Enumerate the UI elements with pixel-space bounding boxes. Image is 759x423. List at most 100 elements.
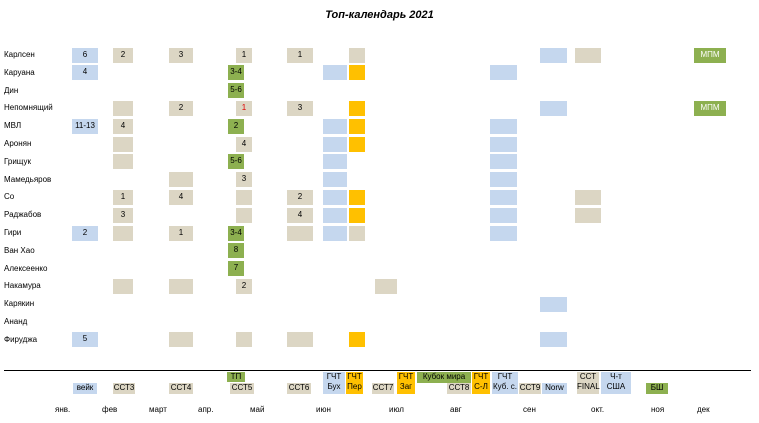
- legend-gchtper: ГЧТ Пер: [346, 372, 363, 394]
- result-cell-tp: 7: [228, 261, 244, 277]
- player-name: Аронян: [4, 139, 32, 148]
- legend-sst4: ССТ4: [169, 383, 193, 394]
- result-cell-gchtper: [349, 100, 365, 116]
- result-cell-gchtkub: [490, 207, 517, 223]
- result-cell-gchtper: [349, 332, 365, 348]
- result-cell-sst3: 2: [113, 47, 133, 63]
- result-cell-norw: [540, 296, 567, 312]
- result-cell-sst4: [169, 278, 193, 294]
- legend-chtusa: Ч-т США: [601, 372, 631, 394]
- result-cell-tp: 3-4: [228, 65, 244, 81]
- result-cell-veik: 5: [72, 332, 98, 348]
- result-cell-gchtper: [349, 65, 365, 81]
- legend-sstfinal: ССТ FINAL: [577, 372, 600, 394]
- result-cell-gchtbuh: [323, 189, 347, 205]
- result-cell-sst6: [287, 225, 313, 241]
- legend-kubok: Кубок мира: [417, 372, 471, 383]
- result-cell-sst3: 3: [113, 207, 133, 223]
- result-cell-sst5: 1: [236, 100, 252, 116]
- legend-sst3: ССТ3: [113, 383, 135, 394]
- legend-gchtsl: ГЧТ С-Л: [472, 372, 490, 394]
- result-cell-veik: 2: [72, 225, 98, 241]
- legend-gchtzag: ГЧТ Заг: [397, 372, 415, 394]
- result-cell-sst5: 1: [236, 47, 252, 63]
- result-cell-gchtbuh: [323, 207, 347, 223]
- player-name: Со: [4, 192, 15, 202]
- result-cell-sst5: 4: [236, 136, 252, 152]
- month-label: июл: [389, 405, 404, 414]
- month-label: май: [250, 405, 265, 414]
- legend-sst9: ССТ9: [519, 383, 541, 394]
- result-cell-sst3: [113, 225, 133, 241]
- month-label: янв.: [55, 405, 71, 414]
- player-name: Гири: [4, 228, 22, 237]
- result-cell-gchtper: [349, 118, 365, 134]
- result-cell-gchtkub: [490, 118, 517, 134]
- month-label: март: [149, 405, 167, 414]
- result-cell-sst5: [236, 332, 252, 348]
- month-label: дек: [697, 405, 710, 414]
- result-cell-gchtper: [349, 47, 365, 63]
- result-cell-sst6: 4: [287, 207, 313, 223]
- legend-sst5: ССТ5: [230, 383, 254, 394]
- result-cell-tp: 5-6: [228, 83, 244, 99]
- player-name: Карлсен: [4, 50, 35, 59]
- result-cell-sst3: [113, 278, 133, 294]
- month-label: ноя: [651, 405, 665, 414]
- player-name: Алексеенко: [4, 263, 48, 273]
- result-cell-gchtbuh: [323, 225, 347, 241]
- month-label: авг: [450, 405, 462, 414]
- legend-bsh: БШ: [646, 383, 668, 394]
- result-cell-sst5: [236, 189, 252, 205]
- result-cell-sst6: 2: [287, 189, 313, 205]
- result-cell-sstfinal: [575, 47, 601, 63]
- result-cell-sst4: 4: [169, 189, 193, 205]
- result-cell-sst4: 1: [169, 225, 193, 241]
- month-label: сен: [523, 405, 536, 414]
- timeline-divider: [4, 370, 751, 371]
- result-cell-tp: 8: [228, 243, 244, 259]
- result-cell-sst6: 3: [287, 100, 313, 116]
- result-cell-tp: 5-6: [228, 154, 244, 170]
- player-name: Мамедьяров: [4, 174, 52, 184]
- month-label: окт.: [591, 405, 605, 414]
- month-label: фев: [102, 405, 118, 414]
- result-cell-sst6: 1: [287, 47, 313, 63]
- chart-title: Топ-календарь 2021: [325, 9, 434, 21]
- result-cell-sst4: [169, 172, 193, 188]
- result-cell-gchtper: [349, 207, 365, 223]
- legend-veik: вейк: [73, 383, 97, 394]
- result-cell-gchtkub: [490, 225, 517, 241]
- player-name: Каруана: [4, 67, 35, 77]
- legend-norw: Norw: [542, 383, 567, 394]
- result-cell-norw: [540, 47, 567, 63]
- result-cell-gchtper: [349, 225, 365, 241]
- result-cell-bsh: МПМ: [694, 100, 726, 116]
- result-cell-gchtkub: [490, 154, 517, 170]
- legend-sst7: ССТ7: [372, 383, 394, 394]
- result-cell-gchtbuh: [323, 136, 347, 152]
- result-cell-gchtbuh: [323, 65, 347, 81]
- player-name: Непомнящий: [4, 103, 53, 113]
- player-name: Раджабов: [4, 210, 42, 220]
- player-name: Ван Хао: [4, 245, 35, 255]
- result-cell-veik: 11-13: [72, 118, 98, 134]
- result-cell-sst5: 3: [236, 172, 252, 188]
- result-cell-sst5: 2: [236, 278, 252, 294]
- result-cell-sstfinal: [575, 207, 601, 223]
- player-name: МВЛ: [4, 121, 22, 131]
- month-label: июн: [316, 405, 331, 414]
- result-cell-sst3: [113, 154, 133, 170]
- result-cell-gchtkub: [490, 189, 517, 205]
- player-name: Ананд: [4, 317, 28, 326]
- result-cell-gchtper: [349, 136, 365, 152]
- result-cell-tp: 3-4: [228, 225, 244, 241]
- result-cell-sst4: [169, 332, 193, 348]
- result-cell-gchtbuh: [323, 172, 347, 188]
- result-cell-norw: [540, 100, 567, 116]
- result-cell-bsh: МПМ: [694, 47, 726, 63]
- result-cell-gchtbuh: [323, 118, 347, 134]
- result-cell-sst6: [287, 332, 313, 348]
- result-cell-sst5: [236, 207, 252, 223]
- result-cell-gchtbuh: [323, 154, 347, 170]
